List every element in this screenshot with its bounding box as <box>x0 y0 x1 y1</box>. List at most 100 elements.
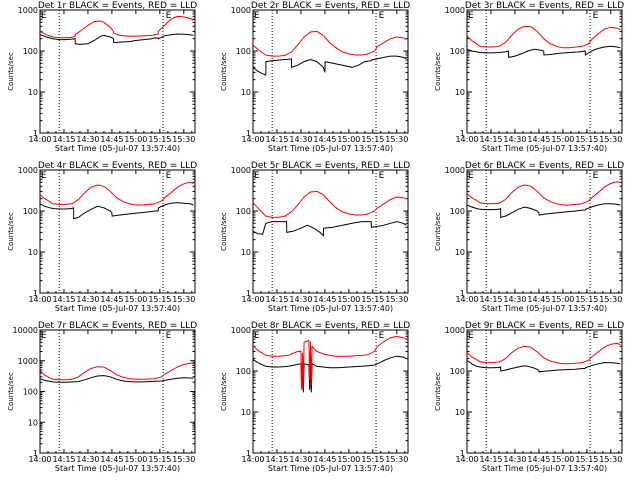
y-tick-label: 100 <box>23 47 38 56</box>
y-tick-label: 10 <box>28 88 38 97</box>
x-tick-label: 15:30 <box>385 135 408 144</box>
x-tick-label: 15:15 <box>575 135 598 144</box>
x-tick-label: 14:30 <box>289 295 312 304</box>
plot-frame <box>466 329 623 454</box>
x-tick-label: 14:15 <box>265 135 288 144</box>
y-tick-label: 100 <box>236 367 251 376</box>
event-marker-label: E <box>379 331 385 341</box>
y-tick-label: 10000 <box>13 326 38 335</box>
y-tick-label: 10 <box>455 408 465 417</box>
plot-title: Det 5r BLACK = Events, RED = LLD <box>251 161 410 171</box>
x-tick-label: 14:00 <box>455 455 478 464</box>
x-tick-label: 14:30 <box>289 455 312 464</box>
plot-frame <box>39 9 196 134</box>
y-tick-label: 10 <box>241 88 251 97</box>
x-tick-label: 15:00 <box>337 295 360 304</box>
y-tick-label: 100 <box>236 207 251 216</box>
plot-frame <box>252 9 409 134</box>
y-axis-label: Counts/sec <box>220 52 228 91</box>
y-tick-label: 1 <box>33 289 38 298</box>
x-tick-label: 14:15 <box>479 295 502 304</box>
x-tick-label: 15:15 <box>361 295 384 304</box>
y-tick-label: 10 <box>28 418 38 427</box>
y-tick-label: 1 <box>246 129 251 138</box>
x-tick-label: 14:15 <box>479 455 502 464</box>
x-tick-label: 15:30 <box>172 455 195 464</box>
x-tick-label: 15:00 <box>124 135 147 144</box>
plot-title: Det 9r BLACK = Events, RED = LLD <box>465 321 624 331</box>
event-marker-label: E <box>41 331 47 341</box>
series-line-lld <box>466 25 621 49</box>
x-tick-label: 14:00 <box>28 135 51 144</box>
x-tick-label: 15:15 <box>361 455 384 464</box>
x-tick-label: 15:15 <box>148 455 171 464</box>
x-axis-label: Start Time (05-Jul-07 13:57:40) <box>482 304 607 313</box>
x-axis-label: Start Time (05-Jul-07 13:57:40) <box>55 304 180 313</box>
y-axis-label: Counts/sec <box>7 372 15 411</box>
y-axis-label: Counts/sec <box>220 372 228 411</box>
plot-frame <box>466 9 623 134</box>
x-tick-label: 15:30 <box>172 295 195 304</box>
event-marker-label: E <box>41 11 47 21</box>
series-line-lld <box>39 181 194 206</box>
x-tick-label: 14:15 <box>52 135 75 144</box>
y-tick-label: 1000 <box>231 326 251 335</box>
series-line-events <box>39 202 194 220</box>
x-tick-label: 14:45 <box>100 455 123 464</box>
x-tick-label: 14:00 <box>241 295 264 304</box>
event-marker-label: E <box>379 11 385 21</box>
event-marker-label: E <box>468 11 474 21</box>
series-line-events <box>39 375 194 383</box>
series-line-events <box>466 203 621 219</box>
y-tick-label: 100 <box>23 388 38 397</box>
event-marker-label: E <box>166 331 172 341</box>
y-tick-label: 10 <box>455 88 465 97</box>
y-tick-label: 1 <box>460 129 465 138</box>
y-tick-label: 1000 <box>445 326 465 335</box>
y-tick-label: 100 <box>450 367 465 376</box>
plot-title: Det 7r BLACK = Events, RED = LLD <box>38 321 197 331</box>
x-tick-label: 14:30 <box>76 455 99 464</box>
x-tick-label: 14:30 <box>289 135 312 144</box>
series-line-events <box>466 45 621 59</box>
series-line-lld <box>252 335 407 390</box>
series-line-events <box>252 220 407 237</box>
x-tick-label: 14:00 <box>241 455 264 464</box>
x-tick-label: 15:30 <box>599 295 622 304</box>
x-tick-label: 15:30 <box>172 135 195 144</box>
x-tick-label: 14:45 <box>313 135 336 144</box>
x-tick-label: 15:00 <box>337 455 360 464</box>
y-tick-label: 1000 <box>445 166 465 175</box>
plot-title: Det 3r BLACK = Events, RED = LLD <box>465 1 624 11</box>
series-line-lld <box>252 30 407 57</box>
x-tick-label: 14:30 <box>503 135 526 144</box>
event-marker-label: E <box>166 171 172 181</box>
x-axis-label: Start Time (05-Jul-07 13:57:40) <box>482 464 607 473</box>
series-line-events <box>466 360 621 373</box>
y-tick-label: 1000 <box>445 6 465 15</box>
plot-title: Det 4r BLACK = Events, RED = LLD <box>38 161 197 171</box>
x-tick-label: 15:30 <box>599 455 622 464</box>
event-marker-label: E <box>593 171 599 181</box>
y-tick-label: 1000 <box>231 6 251 15</box>
x-tick-label: 14:45 <box>313 455 336 464</box>
x-tick-label: 15:00 <box>124 295 147 304</box>
y-tick-label: 1 <box>33 449 38 458</box>
x-tick-label: 14:30 <box>503 455 526 464</box>
x-axis-label: Start Time (05-Jul-07 13:57:40) <box>268 464 393 473</box>
x-tick-label: 15:00 <box>551 135 574 144</box>
series-line-lld <box>466 181 621 206</box>
y-axis-label: Counts/sec <box>434 52 442 91</box>
x-tick-label: 14:45 <box>313 295 336 304</box>
x-tick-label: 15:15 <box>148 135 171 144</box>
x-tick-label: 15:00 <box>551 455 574 464</box>
y-tick-label: 1 <box>246 449 251 458</box>
y-tick-label: 1 <box>246 289 251 298</box>
x-tick-label: 14:45 <box>100 135 123 144</box>
x-tick-label: 15:15 <box>575 455 598 464</box>
